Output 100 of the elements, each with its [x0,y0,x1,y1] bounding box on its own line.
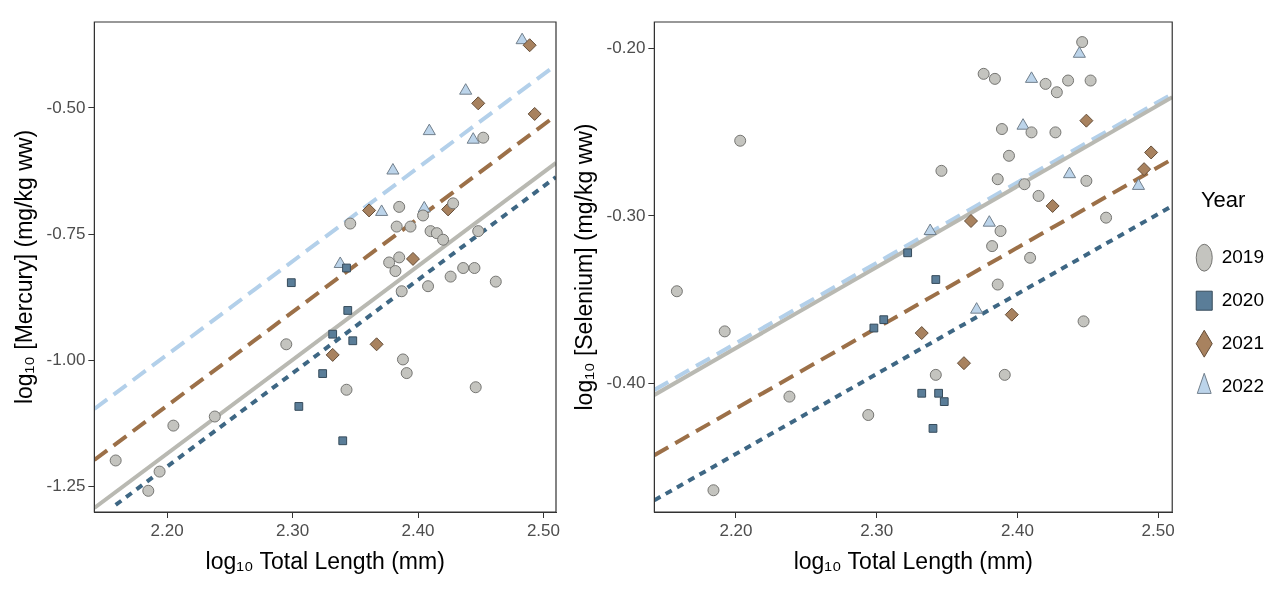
point [928,423,938,433]
point [988,72,1001,85]
point [338,436,348,446]
x-axis-title: log₁₀ Total Length (mm) [793,547,1033,574]
point [208,410,221,423]
point [389,265,402,278]
y-axis-title: log₁₀ [Selenium] (mg/kg ww) [571,123,598,411]
legend-label: 2019 [1221,245,1265,267]
point [375,204,389,216]
point [527,106,542,121]
point [1018,178,1031,191]
point [405,251,420,266]
point [994,225,1007,238]
point [1045,198,1060,213]
point [457,262,470,275]
point [471,96,486,111]
point [1049,126,1062,139]
point [903,248,913,258]
point [1076,36,1089,49]
y-tick-label: -1.00 [46,350,86,370]
point [369,337,384,352]
point [1084,74,1097,87]
point [383,256,396,269]
point [459,83,473,95]
legend-title: Year [1200,186,1246,212]
point [963,214,978,229]
point [986,240,999,253]
point [318,369,328,378]
point [923,223,937,236]
point [1039,77,1052,90]
point [344,217,357,230]
point [734,134,747,147]
x-tick-label: 2.20 [150,520,184,540]
point [982,215,996,227]
point [522,38,537,53]
point [1002,149,1015,162]
legend-label: 2022 [1221,374,1265,396]
point [914,326,929,341]
x-tick-label: 2.20 [719,520,753,540]
point [422,123,436,136]
point [998,368,1011,381]
x-tick-label: 2.50 [1141,520,1175,540]
x-axis-title: log₁₀ Total Length (mm) [205,547,445,574]
point [1131,178,1146,190]
point [1144,145,1159,160]
point [1072,46,1086,58]
point [670,285,683,298]
y-tick-label: -1.25 [46,476,86,496]
point [437,233,450,246]
point [929,368,942,381]
point [328,329,338,339]
point [1062,166,1077,179]
point [167,419,180,432]
point [417,209,430,222]
point [1050,86,1063,99]
point [477,131,490,144]
point [1137,162,1152,177]
point [404,220,417,233]
point [468,262,481,275]
x-tick-label: 2.50 [526,520,560,540]
x-tick-label: 2.30 [860,520,894,540]
point [390,220,403,233]
point [153,465,166,478]
point [1024,71,1039,83]
point [939,397,949,407]
point [956,356,971,371]
point [991,278,1004,291]
point [1004,307,1019,322]
point [286,278,296,288]
point [280,338,293,351]
point [348,336,358,346]
point [1032,189,1045,202]
point [1079,113,1094,128]
y-tick-label: -0.20 [606,38,646,58]
point [515,32,529,45]
point [362,203,377,218]
point [995,123,1008,136]
point [1077,315,1090,328]
point [469,381,482,394]
y-tick-label: -0.30 [606,205,646,225]
y-axis-title: log₁₀ [Mercury] (mg/kg ww) [11,129,38,405]
point [142,484,155,497]
x-tick-label: 2.40 [1000,520,1034,540]
point [325,347,340,362]
point [1062,74,1075,87]
point [422,280,435,293]
point [444,270,457,283]
point [340,383,353,396]
point [991,173,1004,186]
point [869,323,879,333]
point [934,388,944,398]
x-tick-label: 2.30 [276,520,310,540]
legend-label: 2020 [1221,288,1265,310]
point [879,315,889,325]
point [1016,118,1030,130]
point [109,454,122,467]
point [1100,211,1113,224]
point [917,388,927,398]
point [707,484,720,497]
point [343,306,353,315]
